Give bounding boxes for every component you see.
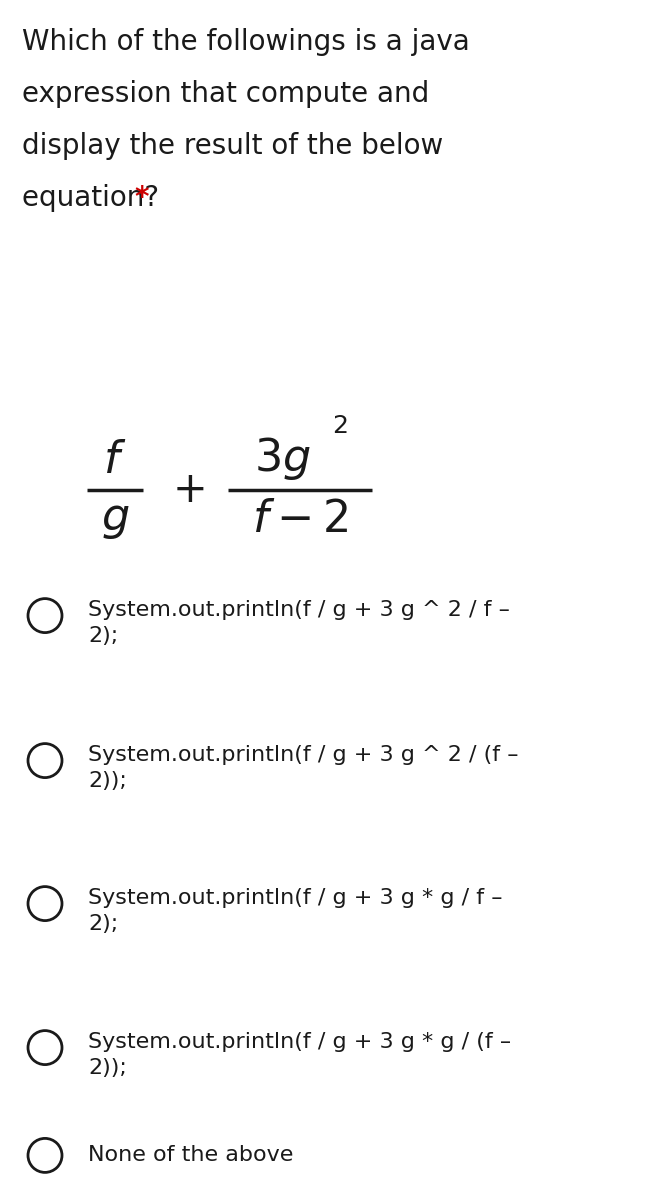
Text: 2));: 2)); [88,1058,127,1078]
Text: equation?: equation? [22,184,168,212]
Text: display the result of the below: display the result of the below [22,132,444,160]
Text: 2);: 2); [88,626,118,646]
Text: 2);: 2); [88,914,118,934]
Text: System.out.println(f / g + 3 g ^ 2 / (f –: System.out.println(f / g + 3 g ^ 2 / (f … [88,745,519,766]
Text: None of the above: None of the above [88,1145,293,1165]
Text: System.out.println(f / g + 3 g * g / (f –: System.out.println(f / g + 3 g * g / (f … [88,1032,511,1052]
Text: expression that compute and: expression that compute and [22,80,429,108]
Text: System.out.println(f / g + 3 g ^ 2 / f –: System.out.println(f / g + 3 g ^ 2 / f – [88,600,510,620]
Text: System.out.println(f / g + 3 g * g / f –: System.out.println(f / g + 3 g * g / f – [88,888,503,908]
Text: $f$: $f$ [103,439,126,482]
Text: +: + [173,469,207,511]
Text: *: * [134,184,148,212]
Text: $2$: $2$ [332,414,348,438]
Text: $f-2$: $f-2$ [252,498,348,541]
Text: 2));: 2)); [88,770,127,791]
Text: $3g$: $3g$ [253,434,311,482]
Text: $g$: $g$ [100,498,129,541]
Text: Which of the followings is a java: Which of the followings is a java [22,28,469,56]
